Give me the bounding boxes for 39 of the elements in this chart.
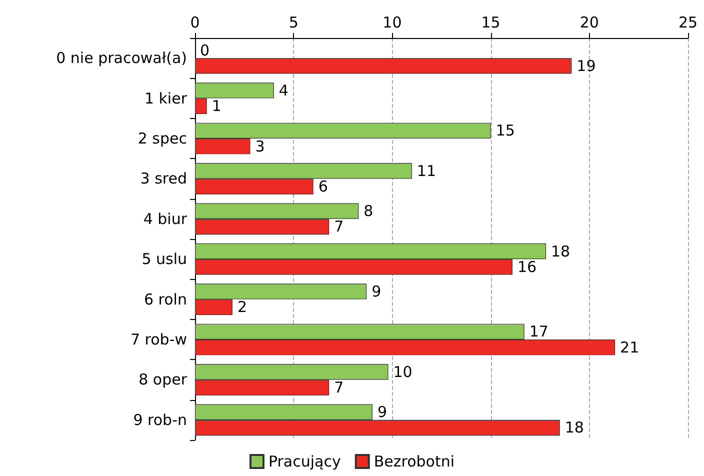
x-tick-label: 25 (678, 14, 698, 32)
data-label: 21 (620, 338, 640, 356)
data-label: 8 (364, 202, 374, 220)
data-label: 10 (393, 362, 412, 381)
y-tick-label: 6 roln (144, 290, 187, 308)
y-tick-label: 1 kier (144, 89, 188, 108)
data-label: 7 (334, 218, 344, 236)
bar (195, 58, 572, 74)
data-label: 15 (496, 122, 515, 140)
data-label: 1 (212, 97, 222, 116)
data-label: 2 (237, 298, 248, 316)
data-label: 9 (372, 282, 382, 300)
data-label: 18 (564, 418, 584, 437)
data-label: 16 (517, 258, 537, 276)
data-label: 9 (377, 403, 388, 422)
legend-label: Bezrobotni (374, 452, 455, 470)
y-tick-label: 5 uslu (142, 250, 187, 268)
x-tick-label: 15 (481, 14, 500, 32)
data-label: 11 (416, 162, 436, 180)
data-label: 0 (200, 41, 210, 60)
y-tick-label: 9 rob-n (133, 410, 187, 429)
y-tick-label: 8 oper (138, 370, 188, 389)
x-tick-label: 5 (288, 14, 298, 32)
data-label: 19 (576, 56, 596, 75)
y-tick-label: 4 biur (143, 210, 188, 228)
y-tick-label: 7 rob-w (130, 330, 187, 348)
data-label: 7 (334, 378, 344, 397)
data-label: 17 (529, 322, 548, 341)
legend-label: Pracujący (268, 452, 341, 470)
data-label: 18 (551, 242, 570, 260)
data-label: 6 (318, 178, 328, 196)
x-tick-label: 0 (190, 14, 200, 32)
x-tick-label: 20 (580, 14, 599, 32)
y-tick-label: 0 nie pracował(a) (56, 49, 187, 68)
y-tick-label: 3 sred (140, 170, 187, 188)
y-tick-label: 2 spec (138, 130, 187, 148)
data-label: 3 (255, 137, 265, 156)
x-tick-label: 10 (382, 14, 402, 32)
data-label: 4 (278, 81, 288, 100)
